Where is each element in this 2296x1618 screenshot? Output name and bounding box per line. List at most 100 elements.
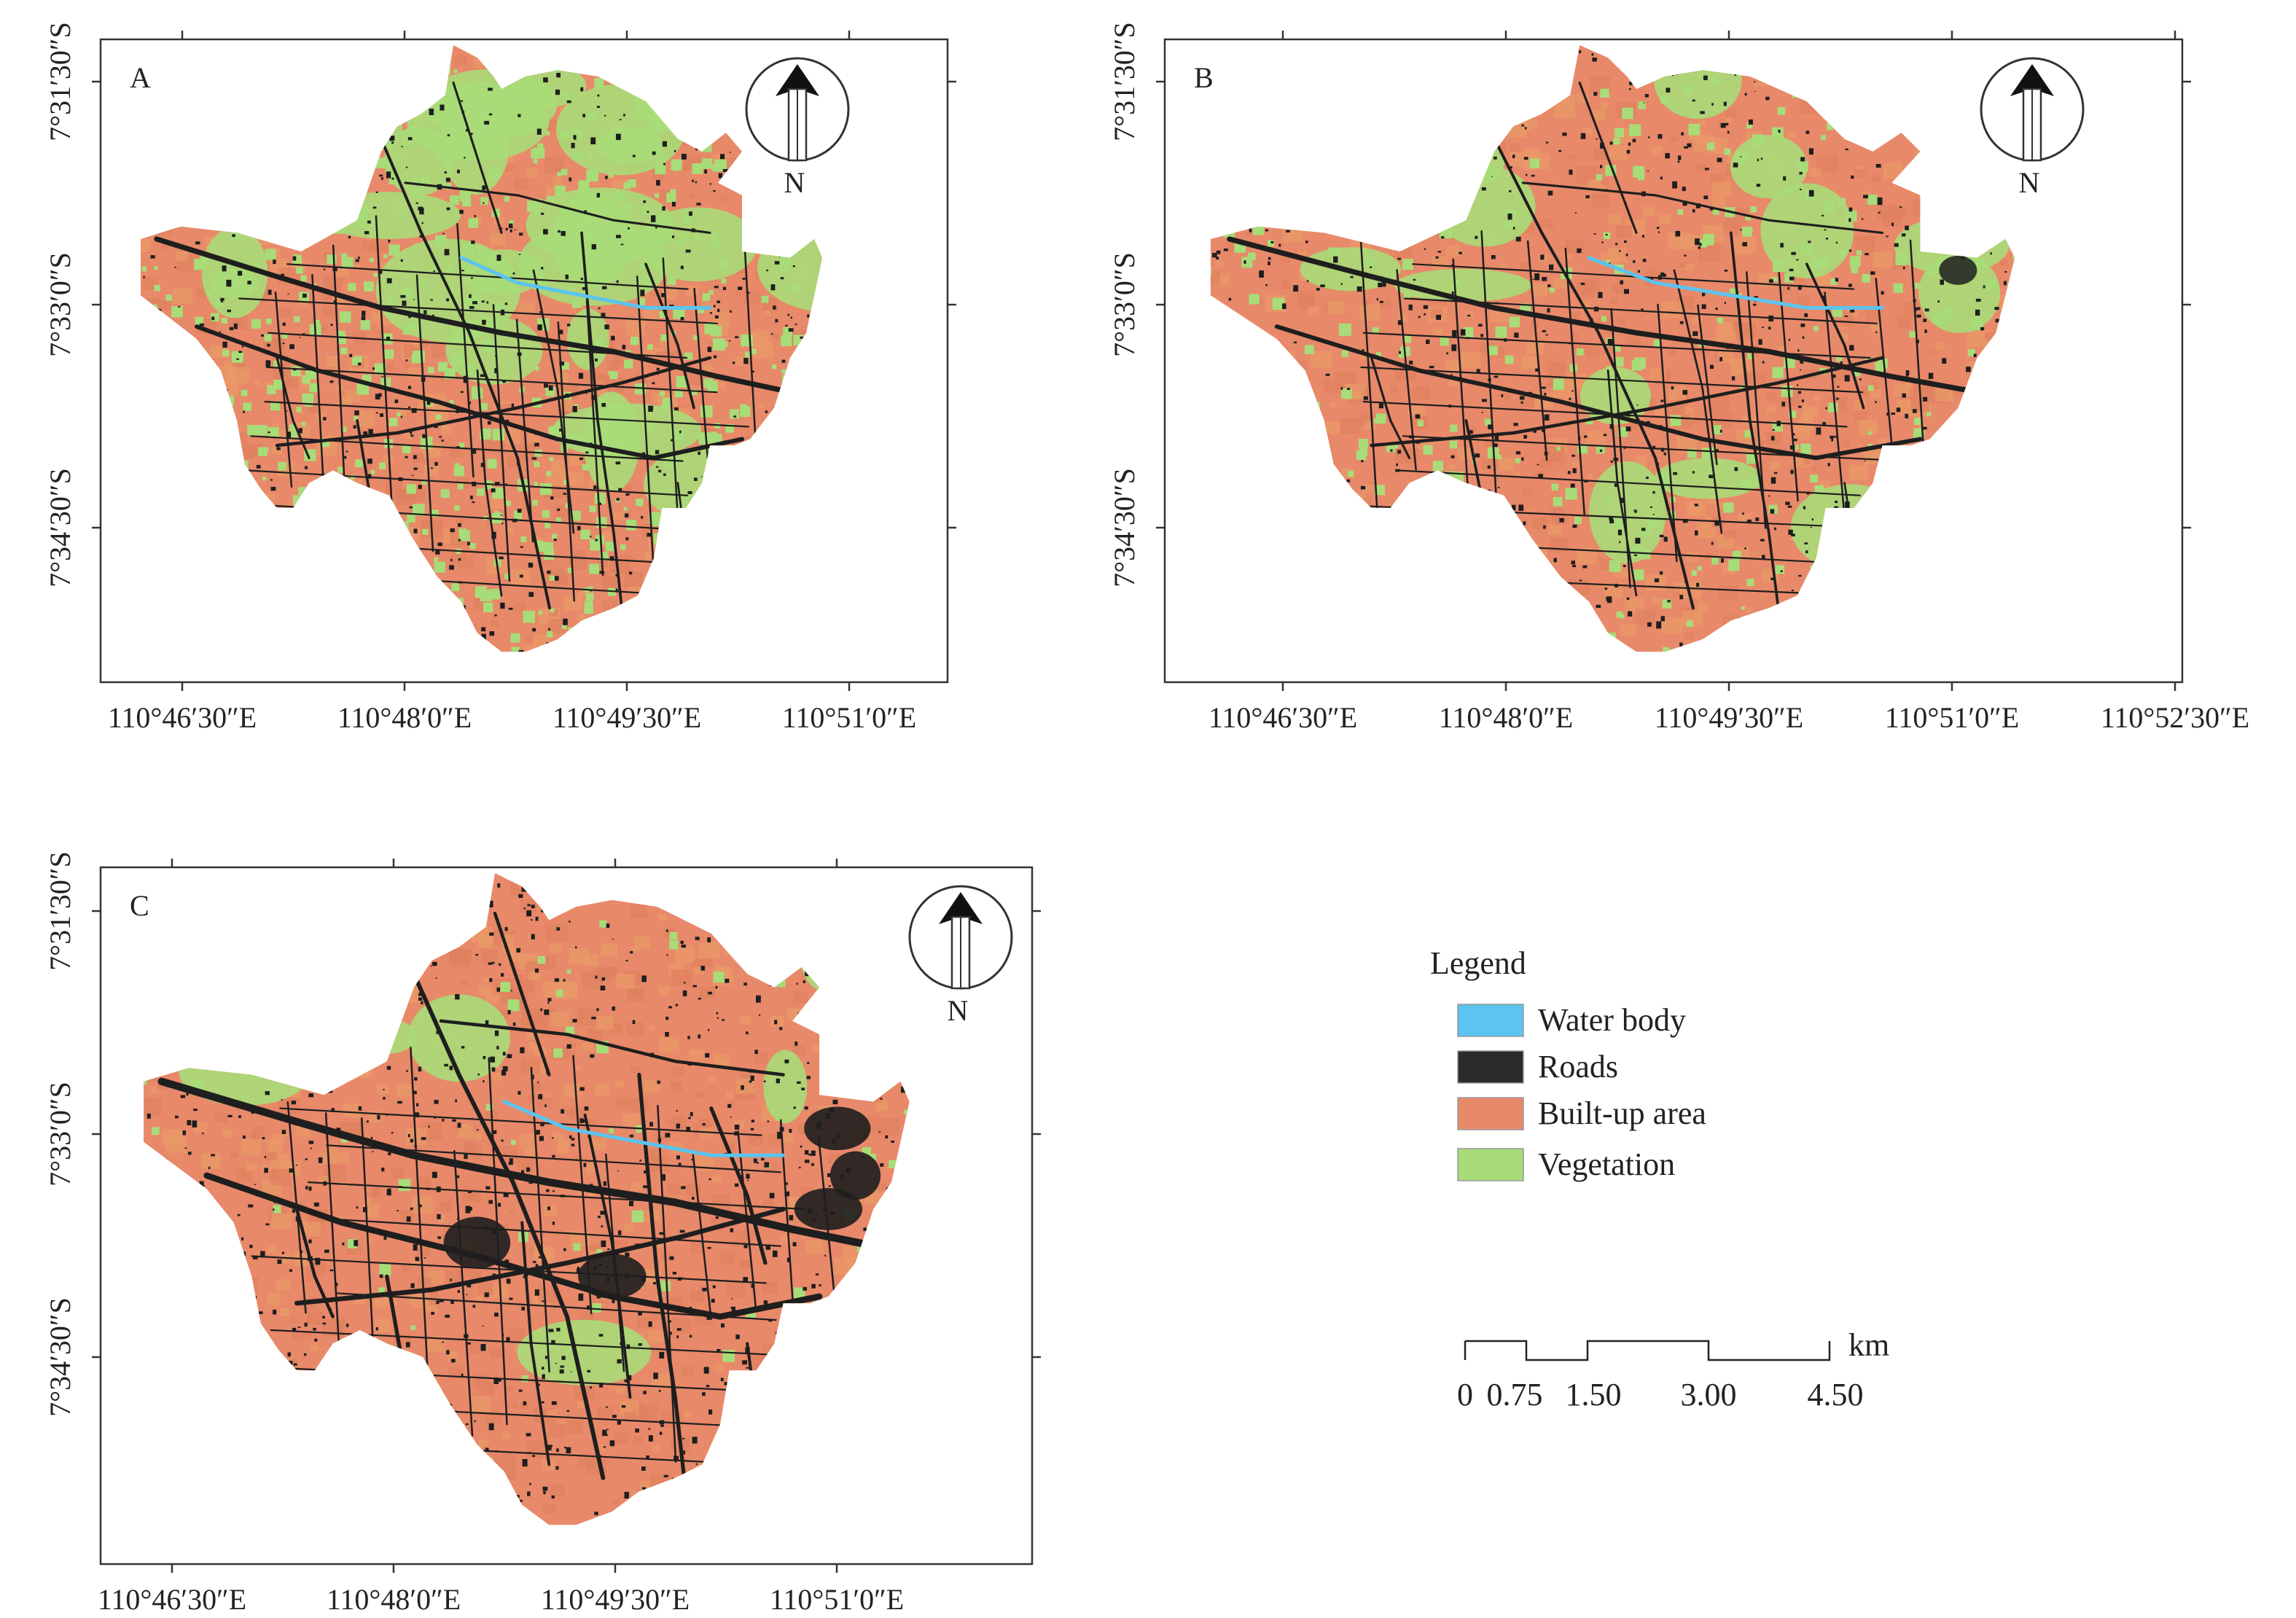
legend: Legend Water body Roads Built-up area Vegeta… (1430, 945, 1706, 1182)
road (1370, 356, 1884, 448)
lon-tick-label: 110°49′30″E (552, 701, 701, 734)
dense-road-cluster (252, 965, 305, 1009)
minor-street (332, 1218, 781, 1247)
minor-street (515, 318, 534, 543)
scale-label: 4.50 (1808, 1377, 1864, 1412)
legend-title: Legend (1430, 945, 1526, 981)
vegetation-patch (596, 126, 661, 164)
road (157, 1077, 896, 1254)
legend-label: Roads (1538, 1049, 1618, 1084)
road (275, 356, 712, 448)
map-panel-b: B N 7°31′30″S 7°33′0″S 7°34′30″S 110°46′30″E 1… (1108, 22, 2249, 734)
vegetation-patch (517, 1319, 652, 1386)
minor-street (1824, 292, 1845, 509)
lon-tick-label: 110°51′0″E (782, 701, 916, 734)
dense-road-cluster (578, 1254, 647, 1299)
vegetation-patch (757, 222, 822, 313)
water-body (502, 1100, 786, 1157)
road (1673, 269, 1723, 534)
lat-tick-label: 7°31′30″S (1108, 22, 1141, 141)
north-arrow-icon: N (1980, 57, 2085, 199)
minor-street (274, 291, 293, 488)
dense-road-cluster (804, 1106, 871, 1151)
minor-street (335, 1292, 777, 1321)
minor-street (266, 366, 718, 394)
minor-street (286, 263, 689, 290)
minor-street (251, 1255, 767, 1284)
lon-tick-label: 110°49′30″E (1655, 701, 1803, 734)
legend-label: Vegetation (1538, 1146, 1675, 1182)
map-panel-c: C N 7°31′30″S 7°33′0″S 7°34′30″S 110°46′30″E 1… (44, 851, 1041, 1616)
scale-segment (1465, 1340, 1831, 1361)
minor-street (1362, 332, 1871, 359)
panel-label: A (130, 61, 151, 94)
legend-item: Roads (1457, 1049, 1618, 1084)
panel-label: B (1194, 61, 1214, 94)
scale-bar: km 0 0.75 1.50 3.00 4.50 (1457, 1327, 1889, 1412)
scale-label: 3.00 (1681, 1377, 1737, 1412)
vegetation-patch (500, 63, 587, 108)
minor-street (530, 1066, 550, 1373)
road (1370, 356, 1411, 459)
lat-tick-label: 7°34′30″S (44, 468, 77, 587)
minor-street (557, 321, 576, 602)
legend-swatch (1457, 1148, 1524, 1181)
scale-label: 0 (1457, 1377, 1473, 1412)
minor-street (326, 1144, 782, 1173)
minor-street (1564, 247, 1585, 515)
lon-tick-label: 110°52′30″E (2101, 701, 2249, 734)
lat-tick-label: 7°31′30″S (44, 22, 77, 141)
minor-street (1402, 435, 1908, 462)
lon-tick-label: 110°51′0″E (770, 1583, 904, 1616)
minor-street (1403, 297, 1878, 324)
water-body (459, 256, 712, 310)
lat-tick-label: 7°33′0″S (44, 252, 77, 357)
panel-label: C (130, 889, 149, 922)
minor-street (456, 222, 475, 478)
minor-street (307, 1181, 805, 1211)
north-label: N (784, 166, 805, 199)
minor-street (1746, 271, 1767, 529)
vegetation-patch (800, 921, 867, 995)
road (583, 1113, 632, 1399)
lat-tick-label: 7°33′0″S (1108, 252, 1141, 357)
vegetation-patch (145, 96, 269, 180)
minor-street (375, 215, 394, 512)
minor-street (585, 299, 604, 577)
lon-tick-label: 110°46′30″E (108, 701, 257, 734)
lon-tick-label: 110°46′30″E (1208, 701, 1357, 734)
road (372, 119, 551, 610)
minor-street (1778, 272, 1799, 502)
minor-street (1610, 308, 1631, 589)
minor-street (410, 1047, 430, 1394)
map-panels: A N 7°31′30″S 7°33′0″S 7°34′30″S 110°46′30″E 1… (44, 22, 2249, 1616)
road (294, 1206, 786, 1306)
vegetation-patch (1294, 155, 1367, 209)
legend-swatch (1457, 1004, 1524, 1037)
minor-street (1359, 222, 1380, 538)
vegetation-patch (1589, 461, 1666, 563)
vegetation-patch (1461, 138, 1505, 184)
dense-road-cluster (1409, 143, 1448, 173)
dense-road-cluster (794, 1188, 863, 1230)
road (493, 912, 551, 1076)
minor-street (692, 1154, 712, 1320)
minor-street (250, 435, 684, 462)
legend-item: Water body (1457, 1002, 1686, 1038)
legend-item: Built-up area (1457, 1095, 1706, 1131)
minor-street (492, 303, 511, 582)
minor-street (737, 1130, 757, 1311)
road (1805, 262, 1865, 410)
map-frame (99, 38, 949, 684)
vegetation-patch (441, 93, 509, 195)
vegetation-patch (1654, 45, 1742, 120)
road (476, 369, 503, 597)
minor-street (1360, 366, 1864, 394)
north-arrow-icon: N (908, 885, 1013, 1027)
north-label: N (2019, 166, 2040, 199)
minor-street (279, 1107, 762, 1136)
map-frame (99, 866, 1034, 1566)
road (402, 951, 606, 1480)
lon-tick-label: 110°48′0″E (1439, 701, 1573, 734)
